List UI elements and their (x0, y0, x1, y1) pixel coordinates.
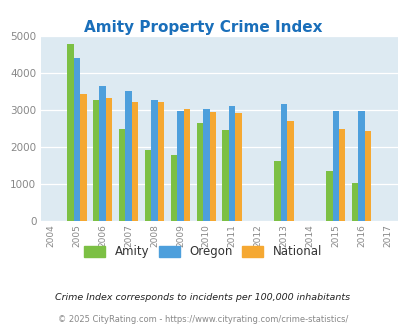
Bar (280, 104, 286, 221)
Bar (119, 129, 125, 221)
Bar (106, 98, 112, 221)
Text: © 2025 CityRating.com - https://www.cityrating.com/crime-statistics/: © 2025 CityRating.com - https://www.city… (58, 315, 347, 324)
Bar (67, 44, 73, 221)
Bar (80, 94, 86, 221)
Bar (351, 183, 358, 221)
Bar (145, 150, 151, 221)
Bar (209, 112, 215, 221)
Bar (132, 102, 138, 221)
Bar (196, 123, 202, 221)
Bar (228, 106, 235, 221)
Bar (338, 129, 345, 221)
Bar (235, 113, 241, 221)
Bar (99, 86, 106, 221)
Bar (125, 91, 132, 221)
Bar (364, 131, 371, 221)
Bar (274, 161, 280, 221)
Bar (325, 171, 332, 221)
Text: Crime Index corresponds to incidents per 100,000 inhabitants: Crime Index corresponds to incidents per… (55, 292, 350, 302)
Bar (286, 120, 293, 221)
Legend: Amity, Oregon, National: Amity, Oregon, National (79, 241, 326, 263)
Bar (202, 109, 209, 221)
Bar (358, 111, 364, 221)
Text: Amity Property Crime Index: Amity Property Crime Index (83, 20, 322, 35)
Bar (183, 109, 190, 221)
Bar (170, 155, 177, 221)
Bar (177, 111, 183, 221)
Bar (222, 130, 228, 221)
Bar (73, 58, 80, 221)
Bar (93, 100, 99, 221)
Bar (158, 102, 164, 221)
Bar (332, 111, 338, 221)
Bar (151, 100, 158, 221)
